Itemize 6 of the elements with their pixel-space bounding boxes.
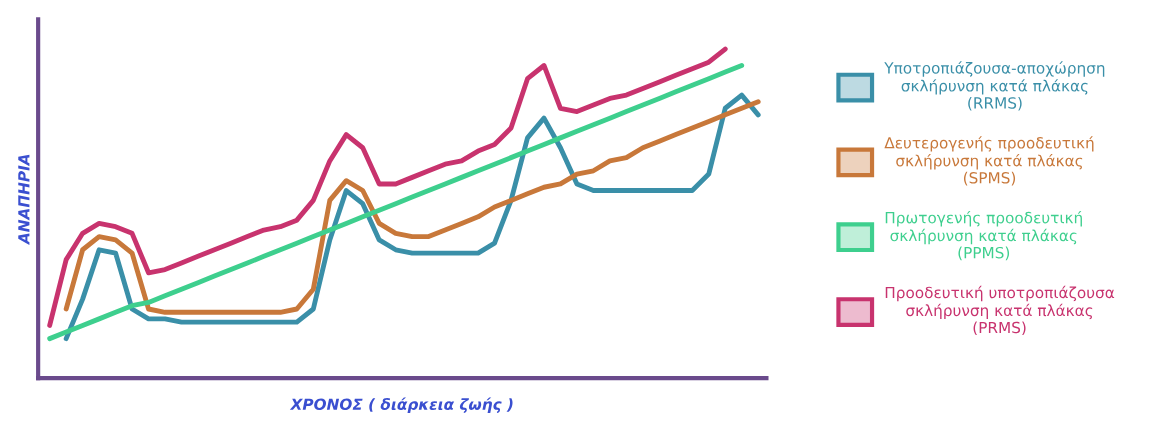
legend-label: Πρωτογενής προοδευτική σκλήρυνση κατά πλάκας (PPMS): [885, 210, 1082, 261]
x-axis-title: ΧΡΟΝΟΣ ( διάρκεια ζωής ): [289, 397, 513, 413]
y-axis-title: ΑΝΑΠΗΡΙΑ: [18, 154, 30, 246]
legend-label: Υποτροπιάζουσα-αποχώρηση σκλήρυνση κατά πλάκας (RRMS): [884, 61, 1105, 111]
legend-label: Δευτερογενής προοδευτική σκλήρυνση κατά πλάκας (SPMS): [884, 136, 1094, 186]
legend-label: Προοδευτική υποτροπιάζουσα σκλήρυνση κατά πλάκας (PRMS): [885, 285, 1115, 336]
